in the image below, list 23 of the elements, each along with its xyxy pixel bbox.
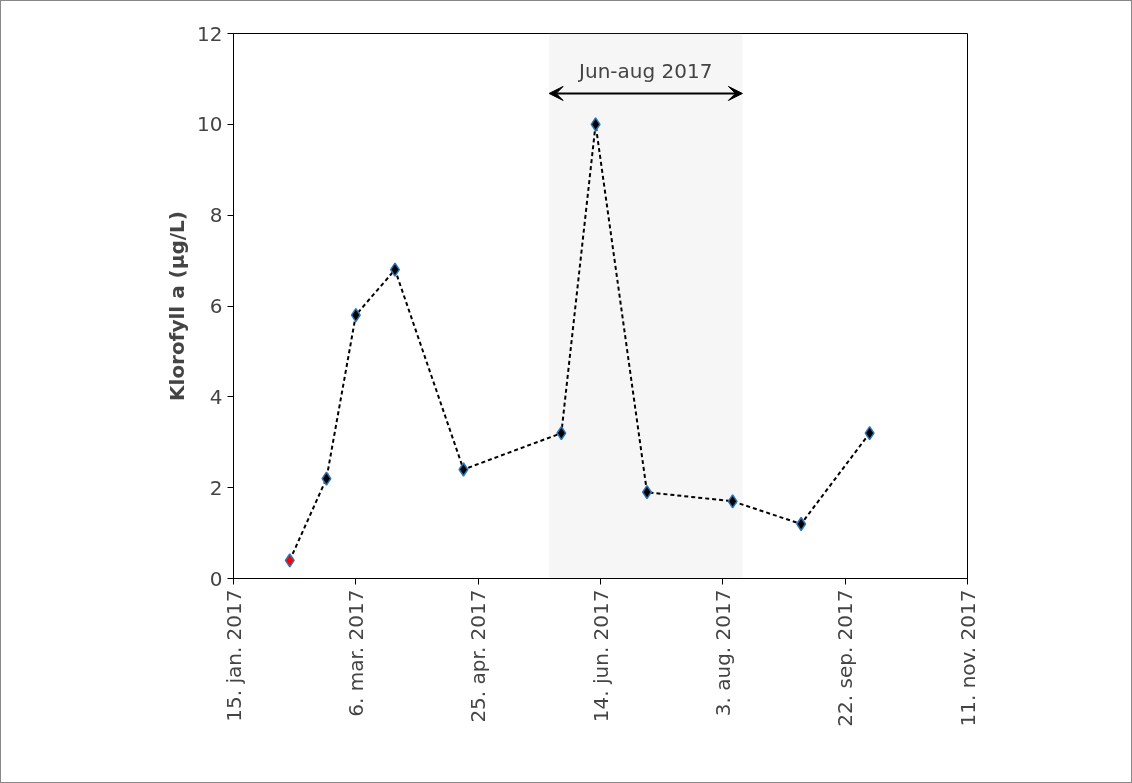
y-tick-label: 0 bbox=[209, 566, 223, 591]
x-tick-label: 22. sep. 2017 bbox=[833, 589, 858, 727]
point bbox=[590, 117, 601, 132]
x-tick-label: 15. jan. 2017 bbox=[221, 589, 246, 722]
point bbox=[321, 471, 332, 486]
point bbox=[284, 553, 295, 568]
x-tick-label: 25. apr. 2017 bbox=[466, 589, 491, 723]
point bbox=[641, 484, 653, 500]
y-axis-title: Klorofyll a (µg/L) bbox=[165, 211, 190, 401]
y-tick-label: 10 bbox=[197, 112, 223, 137]
y-tick-label: 4 bbox=[209, 384, 223, 409]
x-tick-label: 6. mar. 2017 bbox=[343, 589, 368, 717]
point bbox=[389, 262, 401, 277]
x-tick-label: 14. jun. 2017 bbox=[588, 589, 613, 723]
x-tick-label: 3. aug. 2017 bbox=[710, 589, 735, 717]
point bbox=[458, 462, 469, 477]
point bbox=[727, 494, 738, 509]
x-tick-label: 11. nov. 2017 bbox=[955, 589, 980, 727]
y-tick-label: 2 bbox=[209, 475, 223, 500]
band-label: Jun-aug 2017 bbox=[577, 59, 713, 84]
y-tick-label: 6 bbox=[209, 294, 223, 318]
y-tick-label: 12 bbox=[197, 21, 223, 46]
y-tick-label: 8 bbox=[209, 203, 223, 228]
